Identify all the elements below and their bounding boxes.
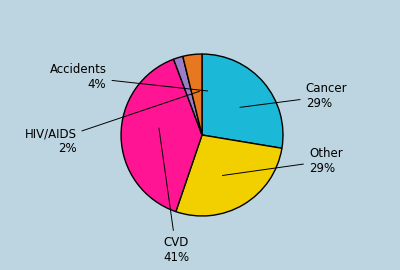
Wedge shape xyxy=(121,59,202,212)
Text: Cancer
29%: Cancer 29% xyxy=(240,82,347,110)
Text: CVD
41%: CVD 41% xyxy=(159,128,189,264)
Text: HIV/AIDS
2%: HIV/AIDS 2% xyxy=(24,91,199,156)
Text: Accidents
4%: Accidents 4% xyxy=(50,63,208,91)
Wedge shape xyxy=(183,54,202,135)
Text: Other
29%: Other 29% xyxy=(222,147,343,176)
Wedge shape xyxy=(202,54,283,148)
Wedge shape xyxy=(174,56,202,135)
Wedge shape xyxy=(176,135,282,216)
